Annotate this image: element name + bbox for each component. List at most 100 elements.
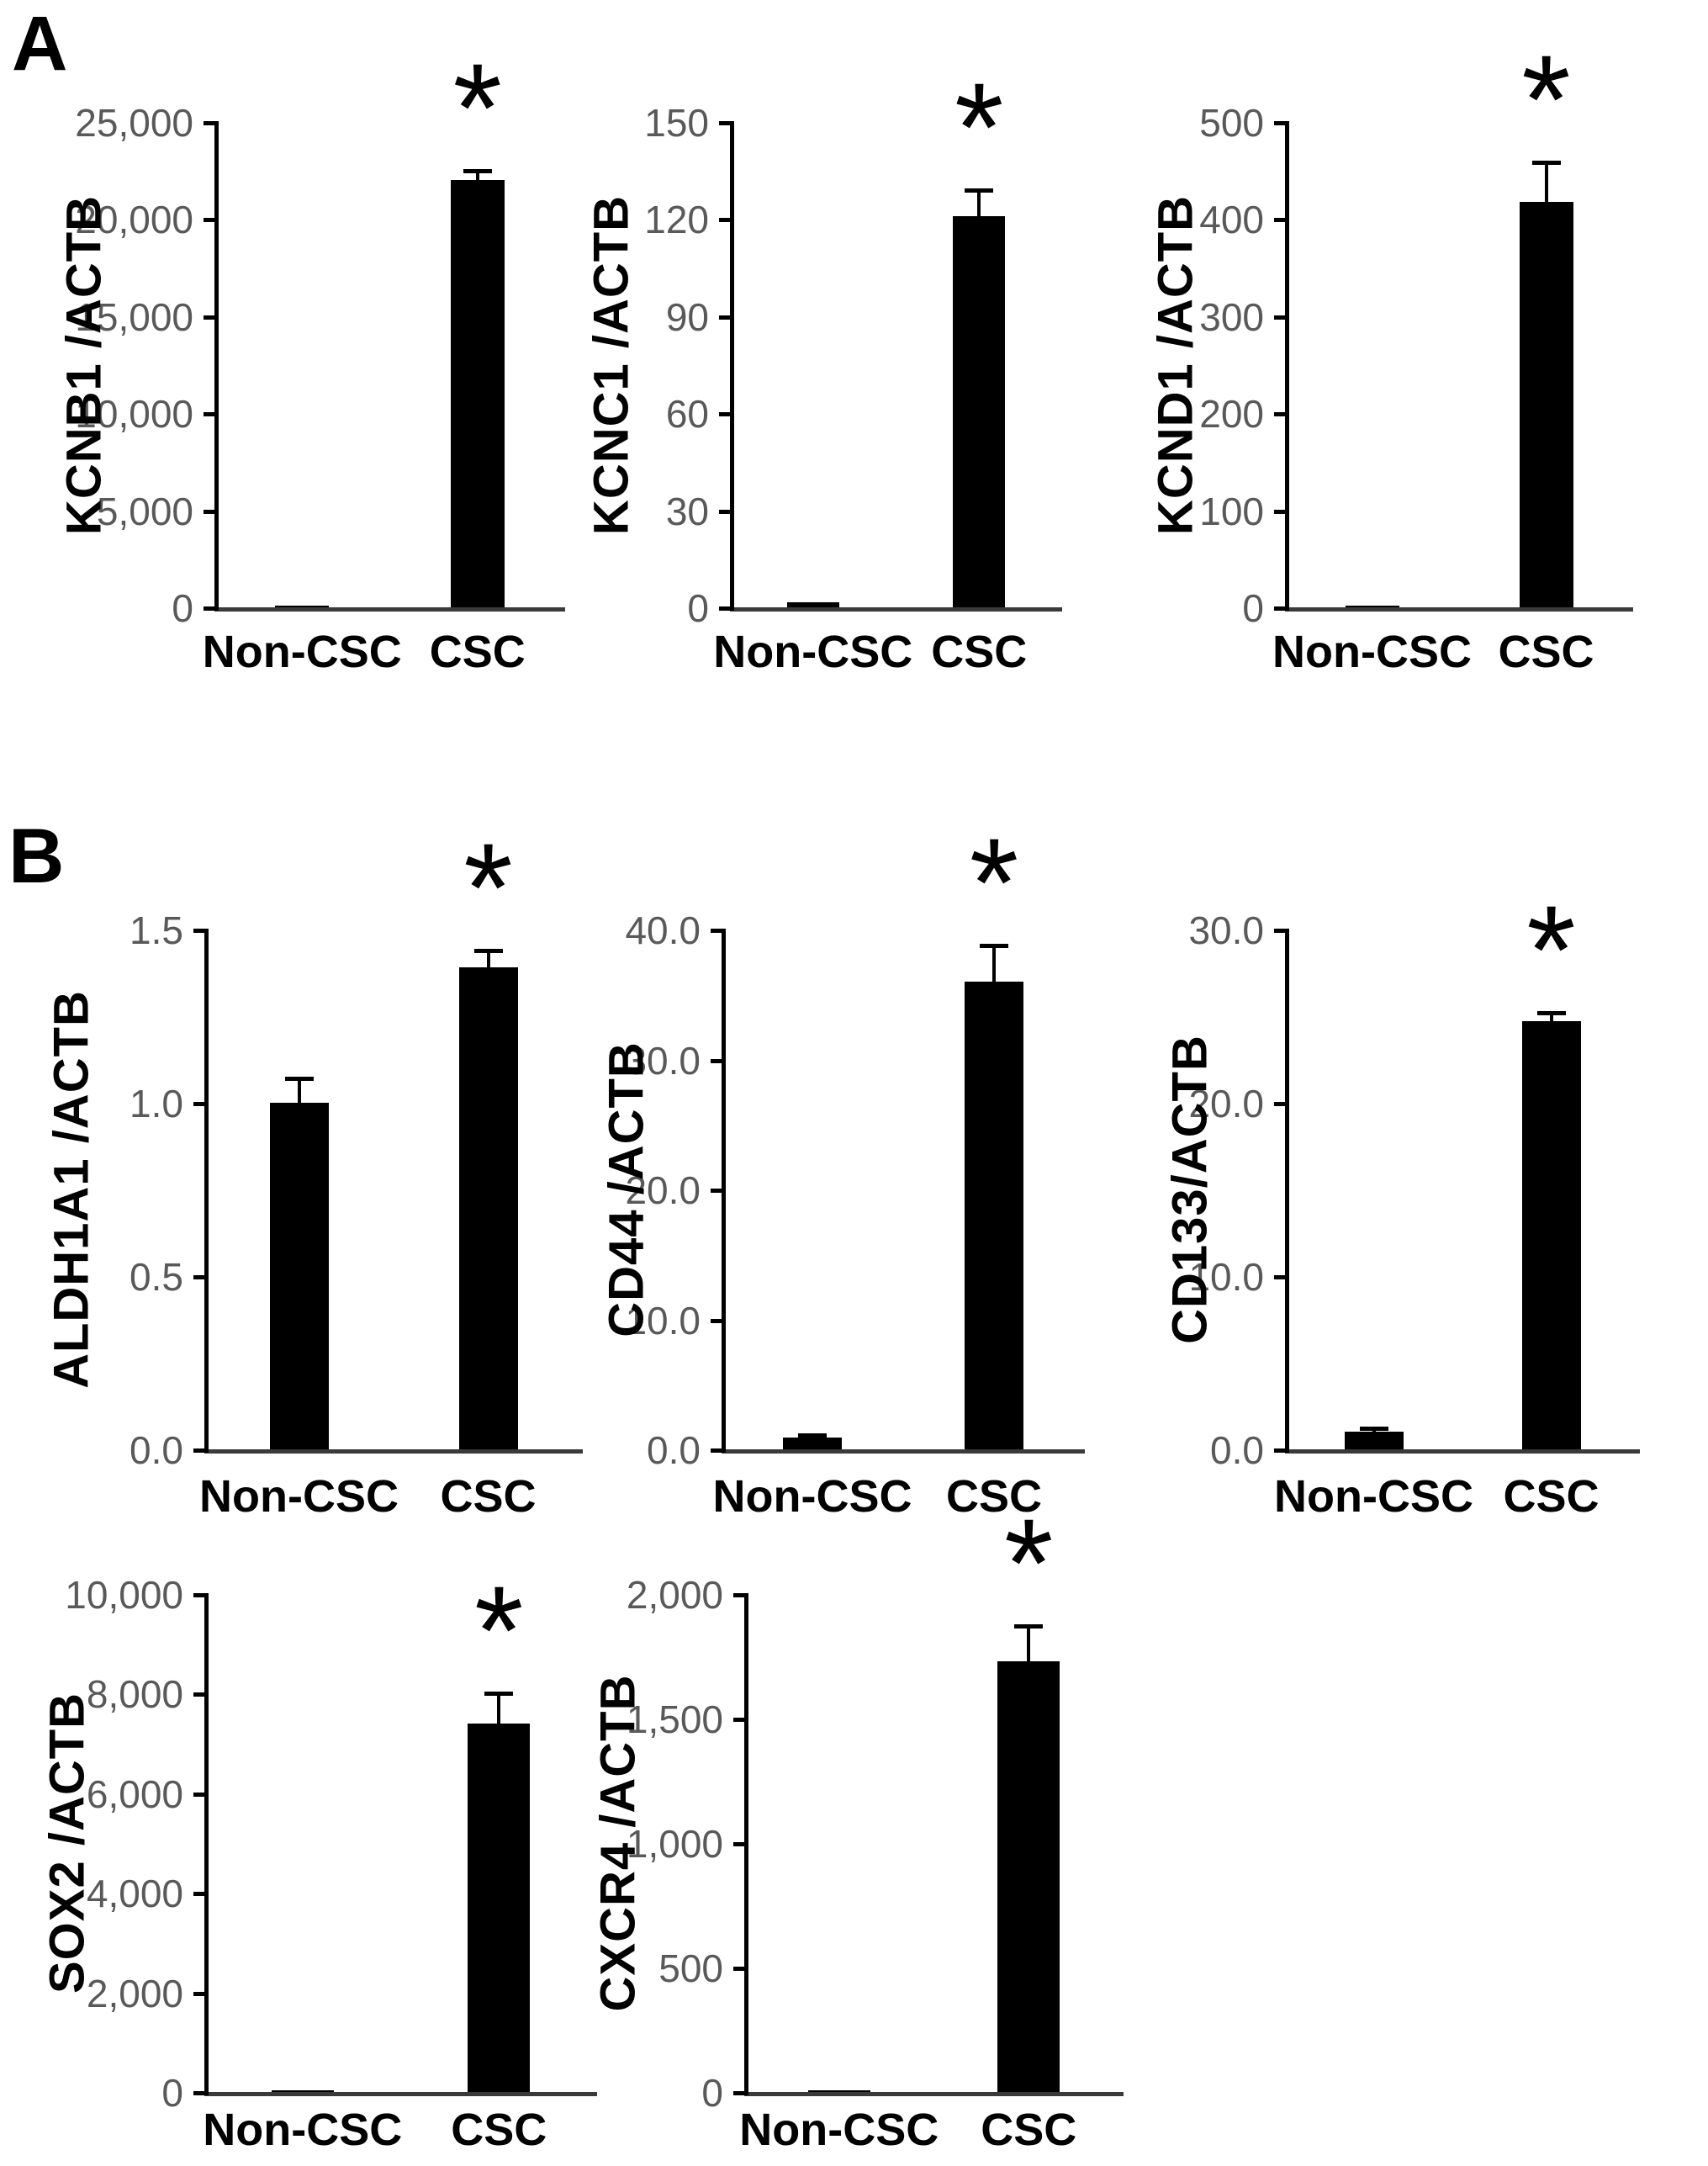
sox2-bar-non-csc — [271, 2090, 334, 2092]
cd133-x-axis — [1285, 1449, 1640, 1454]
cxcr4-significance-asterisk: * — [1004, 1492, 1054, 1634]
kcnc1-x-axis — [730, 607, 1062, 612]
aldh1a1-error-line-non-csc — [297, 1078, 301, 1103]
kcnd1-tick-label: 0 — [1242, 586, 1264, 630]
kcnc1-tick-label: 30 — [665, 489, 709, 533]
cd133-category-label: CSC — [1503, 1471, 1600, 1522]
cxcr4-tick — [733, 2091, 748, 2095]
kcnc1-tick — [719, 218, 734, 223]
kcnc1-tick — [719, 121, 734, 125]
cd133-error-line-csc — [1549, 1012, 1553, 1022]
cd133-significance-asterisk: * — [1526, 878, 1576, 1020]
kcnb1-tick-label: 10,000 — [75, 392, 193, 437]
sox2-tick — [193, 1593, 209, 1597]
kcnd1-tick-label: 200 — [1199, 392, 1264, 437]
sox2-tick — [193, 1792, 209, 1797]
cd133-tick-label: 0.0 — [1210, 1428, 1264, 1472]
kcnb1-tick-label: 5,000 — [96, 489, 193, 533]
cxcr4-tick-label: 0 — [701, 2071, 723, 2115]
cd44-significance-asterisk: * — [969, 811, 1019, 953]
kcnc1-category-label: Non-CSC — [713, 627, 913, 677]
sox2-tick-label: 6,000 — [86, 1771, 183, 1816]
cxcr4-category-label: Non-CSC — [739, 2105, 939, 2155]
sox2-y-axis-title: SOX2 /ACTB — [40, 1692, 95, 1994]
kcnb1-tick-label: 25,000 — [75, 101, 193, 145]
kcnc1-y-axis-title: KCNC1 /ACTB — [584, 194, 639, 535]
kcnd1-tick-label: 400 — [1199, 198, 1264, 242]
kcnb1-bar-csc — [450, 180, 505, 607]
aldh1a1-y-axis-title: ALDH1A1 /ACTB — [44, 990, 99, 1389]
kcnd1-tick — [1274, 218, 1289, 223]
kcnb1-tick-label: 0 — [172, 586, 193, 630]
sox2-tick-label: 4,000 — [86, 1872, 183, 1916]
cd133-error-cap-csc — [1536, 1010, 1566, 1015]
cd44-tick-label: 20.0 — [625, 1168, 701, 1212]
cd133-tick — [1274, 1102, 1289, 1106]
kcnd1-x-axis — [1285, 607, 1633, 612]
cd44-tick — [711, 1318, 726, 1323]
sox2-tick — [193, 1991, 209, 1996]
sox2-significance-asterisk: * — [474, 1560, 524, 1702]
cxcr4-category-label: CSC — [981, 2105, 1077, 2155]
kcnd1-bar-non-csc — [1345, 606, 1399, 607]
kcnc1-tick-label: 0 — [687, 586, 709, 630]
aldh1a1-tick-label: 0.5 — [130, 1255, 183, 1299]
kcnc1-tick-label: 120 — [644, 198, 709, 242]
kcnd1-tick — [1274, 509, 1289, 514]
sox2-tick-label: 2,000 — [86, 1971, 183, 2015]
kcnd1-tick — [1274, 315, 1289, 320]
sox2-x-axis — [204, 2092, 597, 2096]
kcnb1-tick — [204, 315, 219, 320]
kcnb1-y-axis-title: KCNB1 /ACTB — [56, 194, 112, 535]
sox2-tick-label: 8,000 — [86, 1672, 183, 1717]
sox2-error-line-csc — [497, 1693, 501, 1724]
sox2-category-label: CSC — [451, 2105, 547, 2155]
aldh1a1-tick-label: 1.5 — [130, 908, 183, 952]
cd44-bar-non-csc — [783, 1438, 842, 1449]
kcnb1-tick-label: 15,000 — [75, 294, 193, 339]
aldh1a1-tick — [193, 929, 209, 933]
kcnb1-tick — [204, 412, 219, 417]
sox2-tick-label: 10,000 — [65, 1573, 183, 1617]
aldh1a1-category-label: Non-CSC — [199, 1471, 399, 1522]
cd44-tick-label: 0.0 — [647, 1428, 701, 1472]
kcnb1-tick — [204, 218, 219, 223]
cd44-error-cap-csc — [980, 943, 1008, 948]
kcnc1-tick-label: 60 — [665, 392, 709, 437]
cd44-tick-label: 10.0 — [625, 1298, 701, 1342]
cd44-x-axis — [722, 1449, 1085, 1454]
aldh1a1-y-axis — [204, 929, 209, 1454]
sox2-tick-label: 0 — [161, 2071, 183, 2115]
cd44-tick-label: 30.0 — [625, 1038, 701, 1083]
cd133-y-axis — [1285, 929, 1289, 1454]
sox2-tick — [193, 2091, 209, 2095]
panel-b-label: B — [8, 813, 65, 899]
kcnb1-error-cap-csc — [463, 168, 492, 173]
cxcr4-tick-label: 2,000 — [626, 1573, 723, 1617]
cd133-tick-label: 10.0 — [1188, 1255, 1264, 1299]
kcnb1-error-line-csc — [475, 170, 479, 181]
kcnd1-y-axis-title: KCND1 /ACTB — [1148, 194, 1203, 535]
aldh1a1-bar-csc — [458, 967, 518, 1449]
kcnc1-tick — [719, 412, 734, 417]
cd44-tick — [711, 1058, 726, 1063]
cxcr4-tick-label: 1,000 — [626, 1822, 723, 1866]
cd133-tick — [1274, 1448, 1289, 1453]
kcnc1-tick-label: 150 — [644, 101, 709, 145]
cd44-category-label: CSC — [945, 1471, 1043, 1522]
cxcr4-tick — [733, 1967, 748, 1971]
kcnb1-tick — [204, 606, 219, 611]
cxcr4-tick-label: 500 — [658, 1946, 723, 1990]
aldh1a1-tick-label: 1.0 — [130, 1082, 183, 1125]
cd133-tick-label: 20.0 — [1188, 1082, 1264, 1125]
aldh1a1-tick — [193, 1448, 209, 1453]
cd44-category-label: Non-CSC — [712, 1471, 912, 1522]
kcnd1-significance-asterisk: * — [1521, 29, 1571, 171]
kcnc1-bar-csc — [953, 215, 1006, 607]
kcnd1-tick-label: 100 — [1199, 489, 1264, 533]
aldh1a1-error-line-csc — [486, 950, 490, 968]
kcnd1-y-axis — [1285, 122, 1289, 612]
kcnc1-error-line-csc — [977, 189, 981, 216]
kcnc1-category-label: CSC — [931, 627, 1028, 677]
kcnc1-tick — [719, 315, 734, 320]
